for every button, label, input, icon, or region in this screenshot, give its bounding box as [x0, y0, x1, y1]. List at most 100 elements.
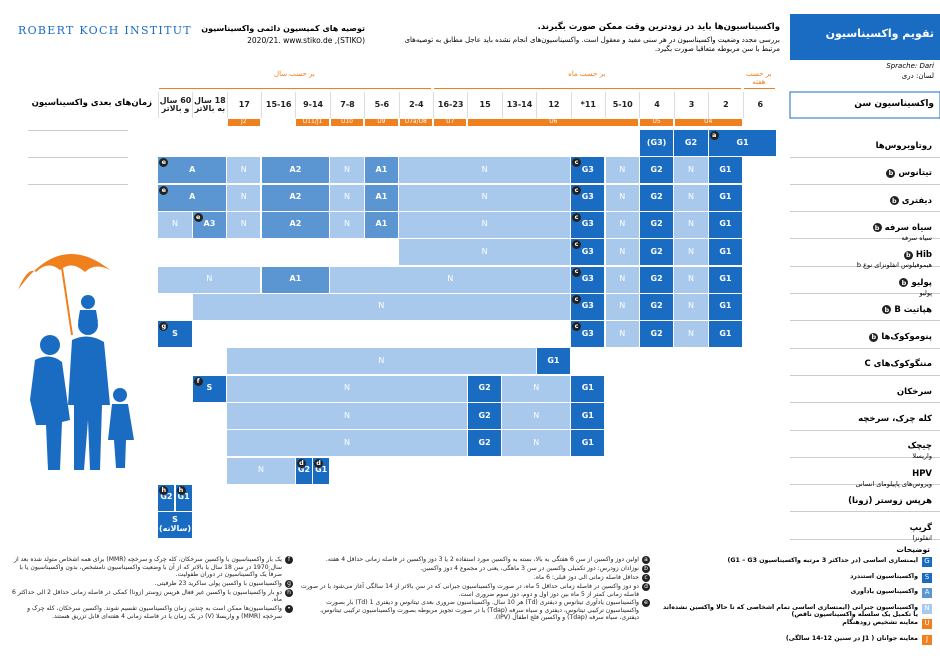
- row-sub: انفلونزا: [912, 534, 932, 543]
- column-header: 13-14: [501, 92, 536, 118]
- later-line: [28, 157, 128, 158]
- cell-note: h: [159, 485, 169, 495]
- row-name: هپاتیت B: [894, 304, 932, 315]
- cell-note: c: [572, 212, 582, 222]
- row-line: [790, 183, 940, 185]
- legend-title: توضیحات: [896, 545, 930, 554]
- legend-symbol: J: [922, 634, 932, 645]
- vaccine-cell: G2: [639, 211, 674, 238]
- row-line: [790, 156, 940, 158]
- column-header: 18 سال به بالاتر: [192, 92, 226, 118]
- row-name: HPV: [912, 468, 932, 479]
- row-line: [790, 347, 940, 349]
- vaccine-cell: G1: [571, 403, 605, 429]
- vaccine-cell: N: [605, 321, 639, 348]
- later-line: [28, 130, 128, 131]
- checkup: J2: [227, 118, 260, 126]
- footnote-letter: g: [285, 579, 293, 588]
- vaccine-cell: A1: [364, 211, 399, 238]
- footnote-text: واکسیناسیون با واکسین پولی ساکرید 23 ظرف…: [154, 579, 282, 587]
- age-header: واکسیناسیون سن: [854, 99, 934, 109]
- row-name: پنوموکوک‌ها: [881, 332, 932, 343]
- vaccine-cell: G1: [571, 430, 605, 457]
- vaccine-cell: N: [330, 157, 364, 184]
- row-name: هرپس زوستر (زونا): [848, 495, 932, 506]
- legend-symbol: A: [922, 588, 932, 598]
- vaccine-cell: N: [502, 430, 571, 457]
- column-header: 9-14: [295, 92, 329, 118]
- vaccine-cell: N: [158, 211, 192, 238]
- group-line: [158, 88, 431, 89]
- vaccine-cell: N: [605, 239, 639, 266]
- vaccine-cell: N: [605, 157, 639, 184]
- cell-note: c: [572, 322, 582, 332]
- vaccine-cell: N: [674, 211, 708, 238]
- row-label: Hibb هیموفیلوس انفلونزای نوع b: [792, 242, 932, 269]
- column-header: 16-23: [433, 92, 467, 118]
- vaccine-cell: A1: [364, 157, 399, 184]
- vaccine-cell: N: [227, 375, 467, 402]
- language: لسان: دری: [901, 72, 934, 80]
- row-label: کله چرک، سرخچه: [792, 406, 932, 425]
- row-line: [790, 211, 940, 213]
- footnote: e واکسیناسیون یادآوری تیتانوس و دیفتری (T…: [300, 599, 650, 622]
- language-de: Sprache: Dari: [886, 62, 934, 70]
- row-line: [790, 402, 940, 404]
- checkup: U10: [330, 118, 364, 126]
- vaccine-cell: (G3): [639, 130, 674, 156]
- legend-text: ایمنسازی اساسی (در حداکثر 3 مرتبه واکسین…: [727, 557, 918, 564]
- footnote-letter: e: [642, 599, 650, 608]
- vaccine-cell: N: [605, 211, 639, 238]
- column-header: 3: [673, 92, 708, 118]
- row-label: هرپس زوستر (زونا): [792, 488, 932, 507]
- vaccine-cell: A3 e: [192, 211, 227, 238]
- column-header: 2: [708, 92, 742, 118]
- footnote: h دو بار واکسیناسیون با واکسین غیر فعال ه…: [8, 588, 293, 604]
- row-line: [790, 265, 940, 267]
- vaccine-cell: G1: [536, 348, 571, 375]
- row-label: پولیوb پولیو: [792, 270, 932, 297]
- vaccine-cell: G1: [571, 375, 605, 402]
- cell-note: g: [159, 322, 169, 332]
- footnote-letter: •: [285, 605, 293, 614]
- row-line: [790, 429, 940, 431]
- vaccine-cell: G3 c: [571, 266, 605, 293]
- family: [30, 295, 134, 470]
- vaccine-cell: N: [227, 457, 295, 484]
- row-label: چیچک واریسلا: [792, 433, 932, 460]
- vaccine-cell: N: [330, 266, 571, 293]
- column-header: 11*: [570, 92, 605, 118]
- vaccine-cell: N: [399, 157, 571, 184]
- footnote-letter: d: [642, 583, 650, 591]
- vaccine-cell: G2: [639, 266, 674, 293]
- badge-bg: [790, 14, 940, 60]
- row-line: [790, 293, 940, 294]
- cell-note: f: [193, 376, 203, 386]
- vaccine-cell: N: [227, 403, 467, 429]
- row-label: دیفتریb: [792, 188, 932, 207]
- intro-text: بررسی مجدد وضعیت واکسیناسیون در هر سنی م…: [404, 36, 780, 54]
- footnote-letter: a: [642, 556, 650, 564]
- row-note: b: [903, 250, 913, 260]
- row-note: b: [882, 305, 892, 315]
- vaccine-cell: N: [227, 184, 261, 211]
- vaccine-cell: A2: [261, 211, 330, 238]
- footnote-text: واکسیناسیون‌ها ممکن است به چندین زمان وا…: [27, 605, 282, 620]
- cell-note: c: [572, 240, 582, 250]
- column-header: 15-16: [261, 92, 295, 118]
- footnote-text: یک بار واکسیناسیون با واکسین سرخکان، کله…: [14, 556, 282, 579]
- vaccine-cell: G2: [467, 430, 502, 457]
- row-line: [790, 320, 940, 322]
- vaccine-cell: G3 c: [571, 239, 605, 266]
- row-note: b: [886, 168, 896, 178]
- footnote-text: دو دوز واکسین در فاصله زمانی حداقل 5 ماه…: [301, 583, 639, 598]
- vaccine-cell: N: [502, 375, 571, 402]
- vaccine-cell: N: [674, 184, 708, 211]
- row-sub: پولیو: [919, 288, 932, 297]
- row-sub: ویروس‌های پاپیلومای انسانی: [855, 479, 932, 488]
- row-line: [790, 374, 940, 376]
- stiko-title: توصیه های کمیسیون دائمی واکسیناسیون: [201, 24, 365, 33]
